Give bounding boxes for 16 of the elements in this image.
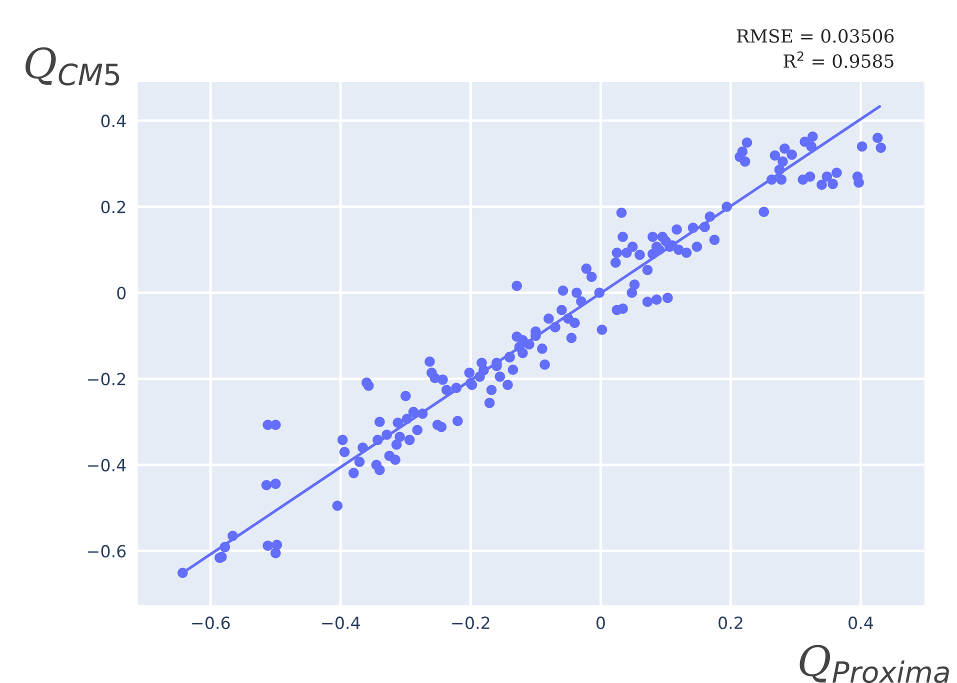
- y-tick-label: 0.2: [101, 200, 126, 214]
- text: RMSE = 0.03506: [736, 29, 894, 43]
- text: R$^{2}$ = 0.9585: [784, 51, 894, 68]
- x-tick-label: −0.6: [192, 616, 230, 630]
- x-axis-title: Q$_{Proxima}$: [800, 644, 949, 683]
- y-tick-label: 0: [117, 286, 126, 300]
- x-tick-label: 0: [596, 616, 605, 630]
- x-tick-label: 0.2: [718, 616, 742, 630]
- y-tick-label: −0.2: [88, 372, 126, 386]
- y-tick-label: −0.4: [88, 458, 126, 472]
- x-tick-label: 0.4: [848, 616, 874, 630]
- y-axis-title: Q$_{CM5}$: [25, 47, 120, 86]
- x-tick-label: −0.4: [322, 616, 360, 630]
- x-tick-label: −0.2: [452, 616, 490, 630]
- y-tick-label: 0.4: [101, 114, 126, 128]
- y-tick-label: −0.6: [88, 544, 126, 558]
